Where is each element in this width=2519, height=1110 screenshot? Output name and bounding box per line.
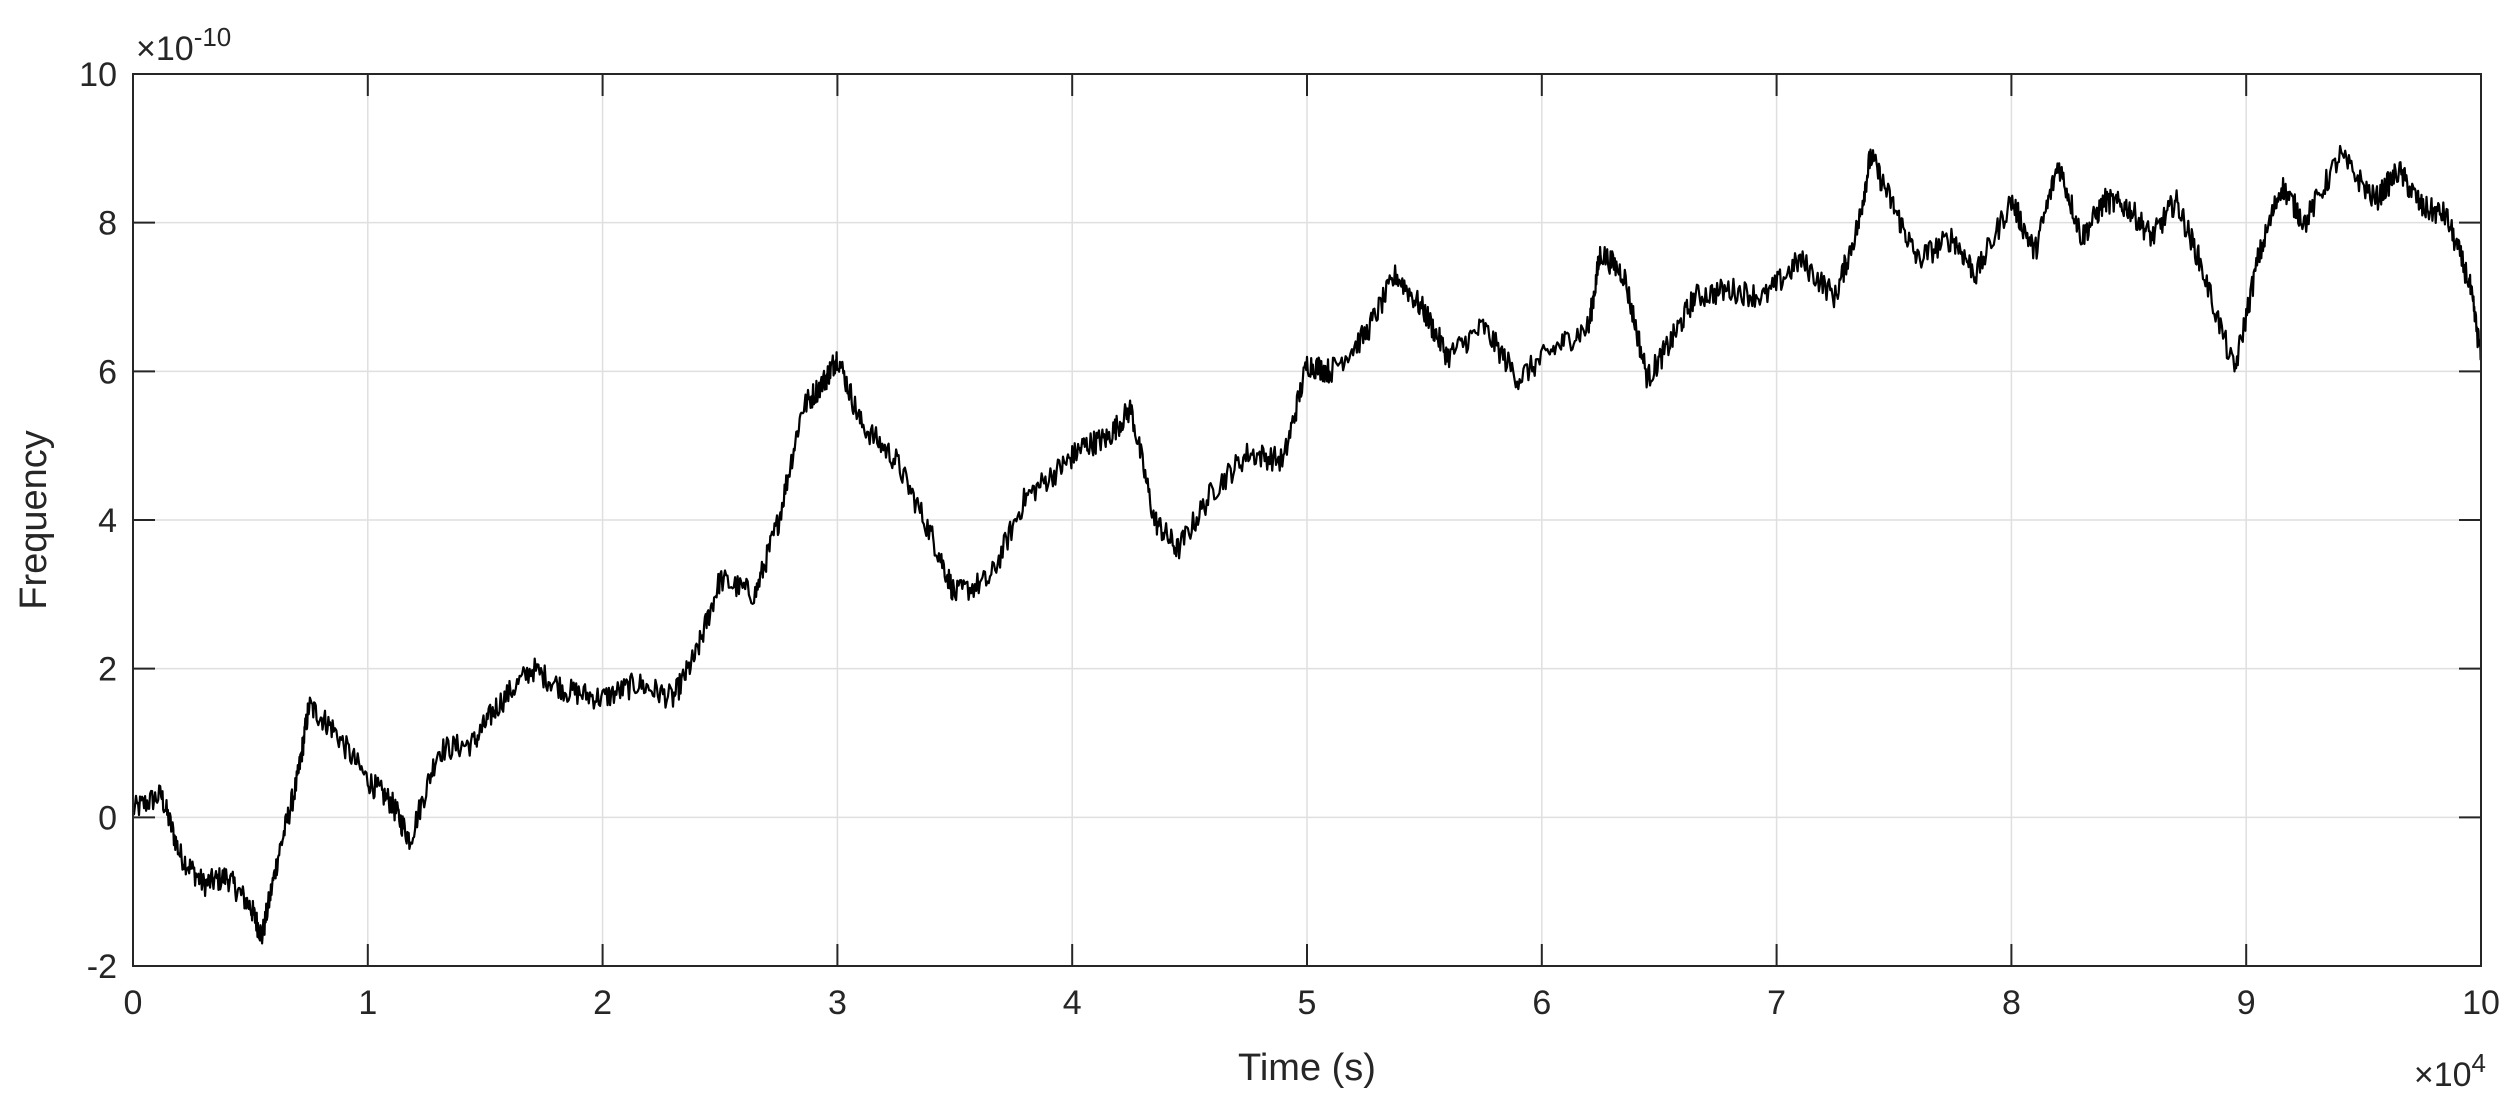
x-tick-label: 7: [1767, 984, 1786, 1022]
x-tick-label: 2: [593, 984, 612, 1022]
series-line: [131, 144, 2483, 945]
y-axis-label: Frequency: [13, 430, 55, 610]
y-tick-label: 10: [79, 56, 117, 94]
x-axis-label: Time (s): [1238, 1047, 1376, 1089]
x-tick-label: 4: [1063, 984, 1082, 1022]
x-exponent-base: ×10: [2414, 1056, 2472, 1094]
y-tick-label: 8: [98, 205, 117, 243]
x-tick-label: 6: [1532, 984, 1551, 1022]
x-exponent-label: ×104: [2414, 1048, 2486, 1094]
y-tick-label: 6: [98, 353, 117, 391]
x-tick-label: 0: [124, 984, 143, 1022]
x-tick-label: 3: [828, 984, 847, 1022]
x-tick-label: 9: [2237, 984, 2256, 1022]
y-tick-label: 2: [98, 651, 117, 689]
x-tick-label: 1: [358, 984, 377, 1022]
y-exponent-label: ×10-10: [136, 22, 231, 68]
y-exponent-base: ×10: [136, 30, 194, 68]
x-tick-label: 10: [2462, 984, 2500, 1022]
y-exponent-power: -10: [194, 22, 232, 52]
x-exponent-power: 4: [2472, 1048, 2486, 1078]
y-tick-label: 4: [98, 502, 117, 540]
x-tick-labels: 0 1 2 3 4 5 6 7 8 9 10: [124, 984, 2500, 1022]
y-tick-labels: -2 0 2 4 6 8 10: [79, 56, 117, 986]
x-tick-label: 8: [2002, 984, 2021, 1022]
x-tick-label: 5: [1298, 984, 1317, 1022]
plot-border: [132, 73, 2482, 967]
y-tick-label: 0: [98, 799, 117, 837]
y-tick-label: -2: [87, 948, 117, 986]
